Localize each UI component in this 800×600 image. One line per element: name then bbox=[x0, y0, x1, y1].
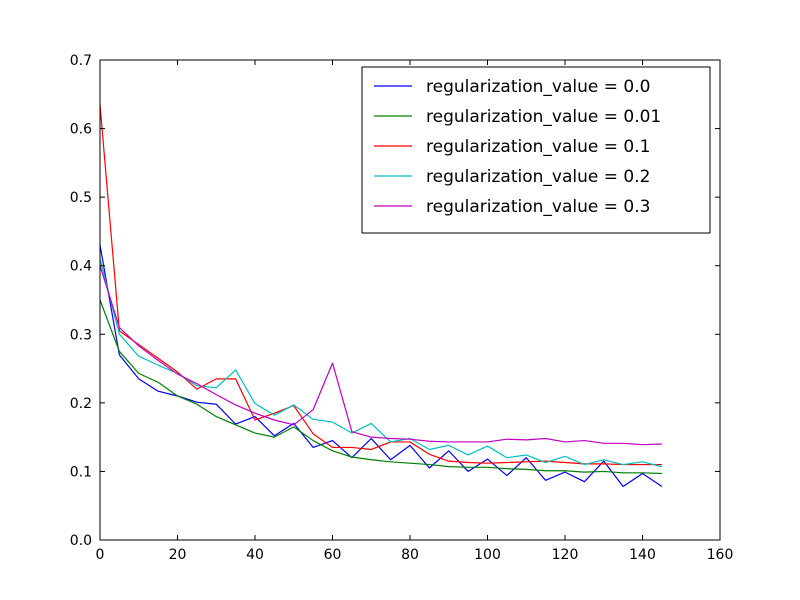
legend-label-3: regularization_value = 0.2 bbox=[426, 167, 650, 187]
x-tick-label: 80 bbox=[401, 547, 419, 563]
series-line-4 bbox=[99, 265, 662, 446]
x-tick-label: 60 bbox=[324, 547, 342, 563]
legend-label-0: regularization_value = 0.0 bbox=[426, 77, 650, 97]
series-layer bbox=[99, 104, 663, 488]
series-line-2 bbox=[99, 104, 662, 466]
legend-box bbox=[361, 66, 711, 234]
x-tick-label: 160 bbox=[707, 547, 734, 563]
y-tick-label: 0.4 bbox=[70, 259, 92, 275]
series-line-1 bbox=[99, 299, 662, 475]
x-tick-label: 100 bbox=[474, 547, 501, 563]
axis-ticks: 0 20 40 60 80 100 120 140 160 0.0 0.1 0.2 0.3 0.4 0.5 0… bbox=[70, 53, 734, 563]
x-tick-label: 0 bbox=[96, 547, 105, 563]
legend-label-1: regularization_value = 0.01 bbox=[426, 107, 661, 127]
series-line-0 bbox=[99, 245, 663, 488]
y-tick-label: 0.6 bbox=[70, 122, 92, 138]
x-tick-label: 140 bbox=[629, 547, 656, 563]
legend-label-4: regularization_value = 0.3 bbox=[426, 197, 650, 217]
y-tick-label: 0.3 bbox=[70, 327, 92, 343]
y-tick-label: 0.5 bbox=[70, 190, 92, 206]
y-tick-label: 0.1 bbox=[70, 464, 92, 480]
series-line-3 bbox=[99, 258, 663, 468]
x-tick-label: 20 bbox=[169, 547, 187, 563]
y-tick-label: 0.7 bbox=[70, 53, 92, 69]
x-tick-label: 120 bbox=[552, 547, 579, 563]
legend-label-2: regularization_value = 0.1 bbox=[426, 137, 650, 157]
legend: regularization_value = 0.0 regularization… bbox=[361, 66, 711, 234]
y-tick-label: 0.2 bbox=[70, 396, 92, 412]
y-tick-label: 0.0 bbox=[70, 533, 92, 549]
x-tick-label: 40 bbox=[246, 547, 264, 563]
